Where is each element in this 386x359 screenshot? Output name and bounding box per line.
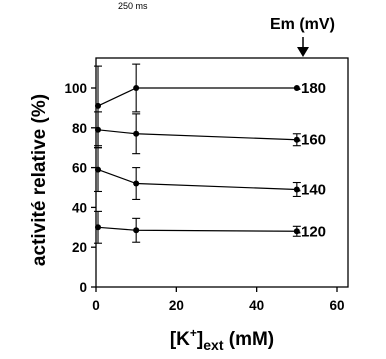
em-legend-title: Em (mV) (270, 16, 335, 33)
x-tick-label: 0 (92, 298, 100, 313)
data-point (95, 102, 102, 109)
plot-frame (95, 57, 349, 288)
y-tick-label: 20 (72, 240, 87, 255)
series-label: -160 (296, 132, 326, 149)
x-axis-title: [K+]ext (mM) (170, 326, 274, 353)
x-axis-title-part: ] (197, 329, 203, 350)
data-point (95, 166, 102, 173)
em-arrow-head (297, 47, 309, 57)
series-label: -180 (296, 80, 326, 97)
top-note: 250 ms (118, 1, 148, 11)
data-point (293, 228, 300, 235)
data-point (133, 85, 140, 91)
data-point (95, 224, 102, 231)
data-point (293, 136, 300, 143)
y-axis-title: activité relative (%) (29, 94, 50, 266)
data-point (293, 85, 300, 91)
x-axis-title-part: ext (203, 337, 224, 353)
series-line (97, 226, 297, 232)
x-tick-label: 40 (249, 298, 264, 313)
series-label: -120 (296, 223, 326, 240)
x-tick-label: 20 (169, 298, 184, 313)
x-axis-title-part: (mM) (223, 329, 274, 350)
data-point (293, 186, 300, 193)
data-point (133, 180, 140, 187)
y-tick-label: 80 (72, 121, 87, 136)
x-axis-title-part: [K (170, 329, 190, 350)
series-label: -140 (296, 181, 326, 198)
y-tick-label: 100 (64, 81, 87, 96)
series-line (97, 129, 297, 141)
y-tick-label: 0 (79, 280, 87, 295)
series-line (97, 169, 297, 191)
x-axis-title-part: + (190, 326, 197, 340)
y-tick-label: 40 (72, 200, 87, 215)
data-point (133, 227, 140, 234)
plot-area: 0 20 40 60 80 100 0 20 40 60 -180 -160 -140 -120 (64, 57, 349, 313)
data-point (95, 126, 102, 133)
x-tick-label: 60 (329, 298, 344, 313)
series-line (97, 87, 297, 107)
y-tick-label: 60 (72, 161, 87, 176)
data-point (133, 130, 140, 137)
